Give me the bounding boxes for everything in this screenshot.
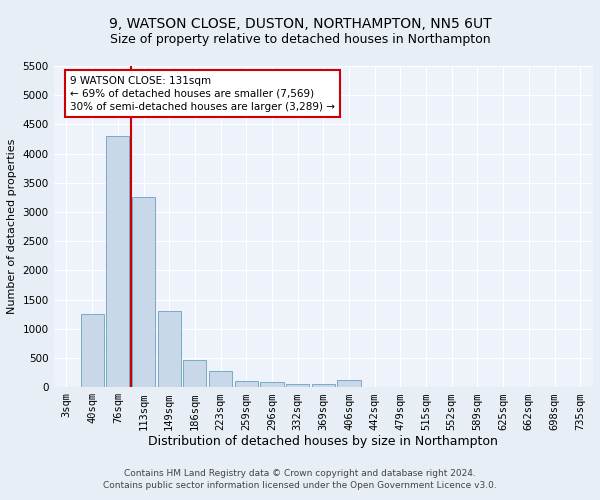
Text: Size of property relative to detached houses in Northampton: Size of property relative to detached ho… bbox=[110, 32, 490, 46]
Bar bbox=[132, 198, 155, 387]
Bar bbox=[209, 371, 232, 387]
Bar bbox=[106, 136, 130, 387]
Bar bbox=[337, 380, 361, 387]
Text: Contains HM Land Registry data © Crown copyright and database right 2024.
Contai: Contains HM Land Registry data © Crown c… bbox=[103, 468, 497, 490]
Y-axis label: Number of detached properties: Number of detached properties bbox=[7, 139, 17, 314]
Text: 9 WATSON CLOSE: 131sqm
← 69% of detached houses are smaller (7,569)
30% of semi-: 9 WATSON CLOSE: 131sqm ← 69% of detached… bbox=[70, 76, 335, 112]
Bar bbox=[184, 360, 206, 387]
Bar bbox=[158, 311, 181, 387]
Bar bbox=[312, 384, 335, 387]
Bar bbox=[260, 382, 284, 387]
X-axis label: Distribution of detached houses by size in Northampton: Distribution of detached houses by size … bbox=[148, 435, 498, 448]
Bar bbox=[235, 382, 258, 387]
Bar bbox=[80, 314, 104, 387]
Bar bbox=[286, 384, 309, 387]
Text: 9, WATSON CLOSE, DUSTON, NORTHAMPTON, NN5 6UT: 9, WATSON CLOSE, DUSTON, NORTHAMPTON, NN… bbox=[109, 18, 491, 32]
